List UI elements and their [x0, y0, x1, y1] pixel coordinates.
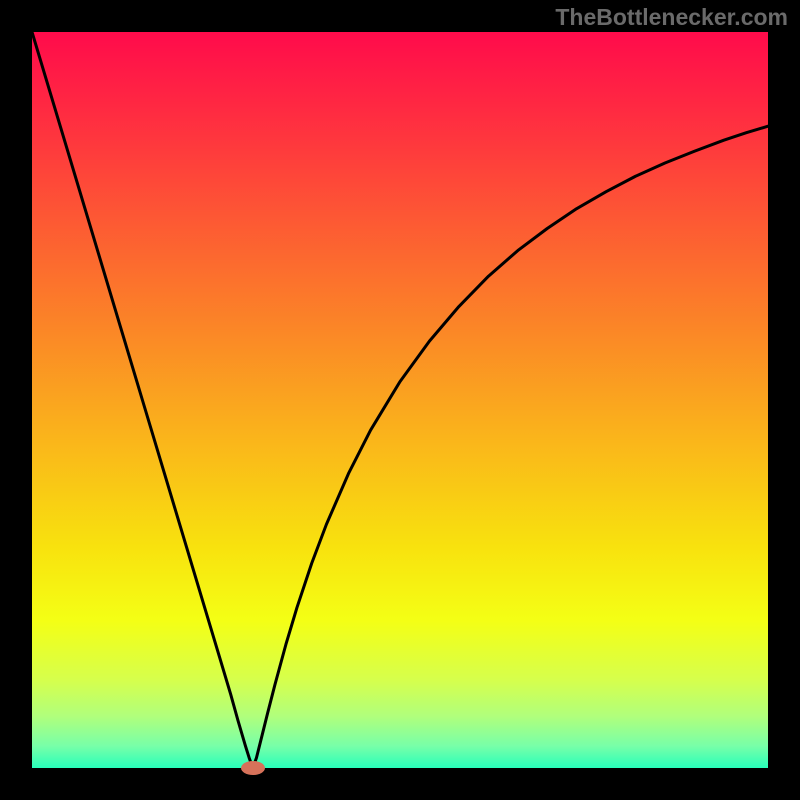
watermark-label: TheBottlenecker.com: [555, 4, 788, 31]
minimum-marker: [241, 761, 265, 775]
chart-container: TheBottlenecker.com: [0, 0, 800, 800]
plot-svg: [32, 32, 768, 768]
plot-area: [32, 32, 768, 768]
